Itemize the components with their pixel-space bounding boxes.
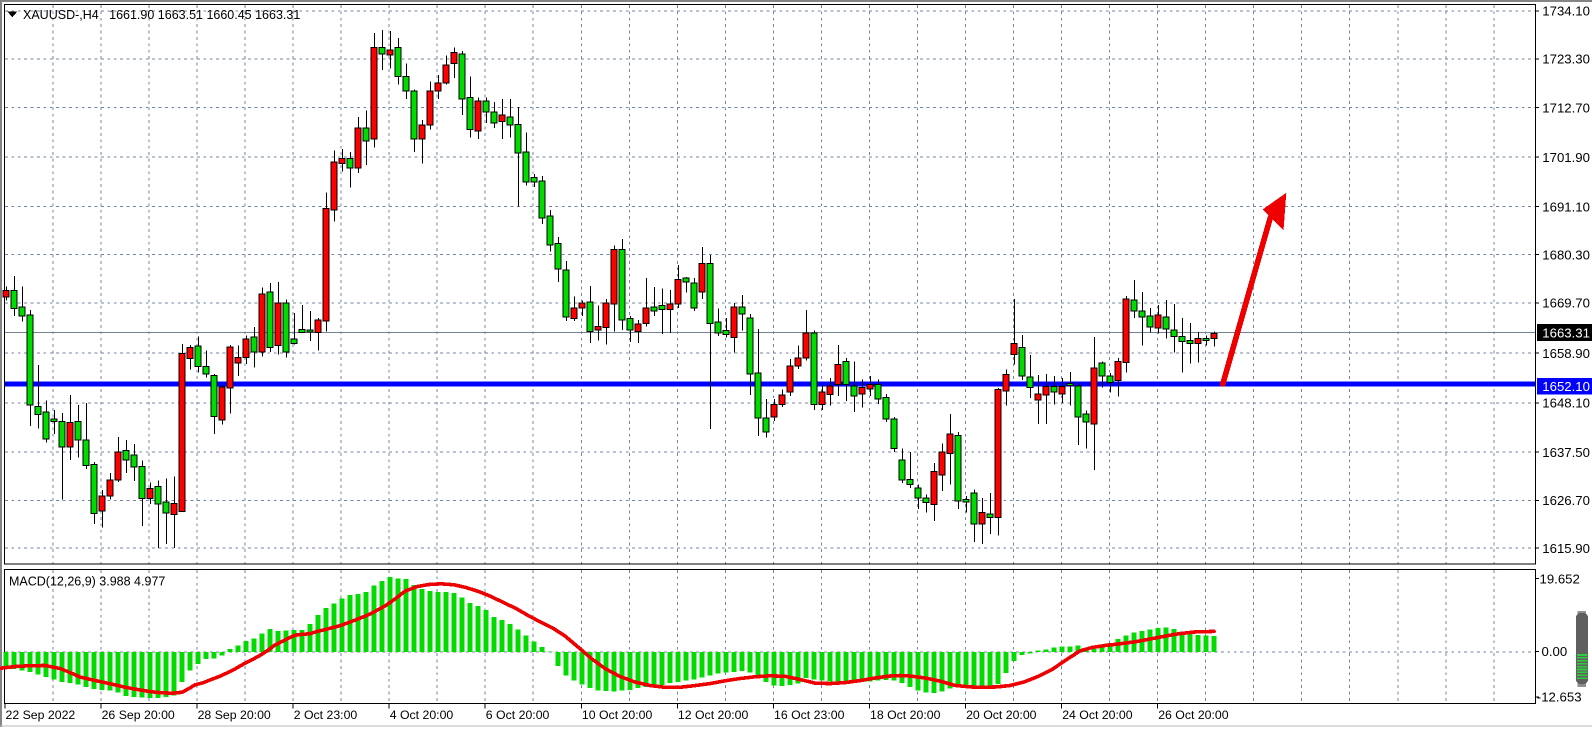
svg-text:1637.50: 1637.50 xyxy=(1542,445,1590,460)
svg-text:1691.10: 1691.10 xyxy=(1542,199,1590,214)
svg-text:1723.30: 1723.30 xyxy=(1542,52,1590,67)
svg-text:12 Oct 20:00: 12 Oct 20:00 xyxy=(678,708,749,722)
svg-text:22 Sep 2022: 22 Sep 2022 xyxy=(6,708,76,722)
svg-text:1663.31: 1663.31 xyxy=(1542,325,1590,340)
svg-text:26 Oct 20:00: 26 Oct 20:00 xyxy=(1158,708,1229,722)
svg-text:0.00: 0.00 xyxy=(1542,644,1568,659)
svg-text:1712.70: 1712.70 xyxy=(1542,100,1590,115)
svg-text:MACD(12,26,9) 3.988 4.977: MACD(12,26,9) 3.988 4.977 xyxy=(9,575,165,589)
svg-text:-12.653: -12.653 xyxy=(1537,690,1582,705)
svg-text:6 Oct 20:00: 6 Oct 20:00 xyxy=(486,708,550,722)
svg-text:26 Sep 20:00: 26 Sep 20:00 xyxy=(102,708,175,722)
svg-text:16 Oct 23:00: 16 Oct 23:00 xyxy=(774,708,845,722)
svg-text:1648.10: 1648.10 xyxy=(1542,396,1590,411)
svg-text:1734.10: 1734.10 xyxy=(1542,4,1590,19)
svg-text:2 Oct 23:00: 2 Oct 23:00 xyxy=(294,708,358,722)
svg-text:24 Oct 20:00: 24 Oct 20:00 xyxy=(1062,708,1133,722)
svg-text:1658.90: 1658.90 xyxy=(1542,346,1590,361)
svg-text:1626.70: 1626.70 xyxy=(1542,493,1590,508)
svg-text:1669.70: 1669.70 xyxy=(1542,296,1590,311)
svg-text:1615.90: 1615.90 xyxy=(1542,541,1590,556)
svg-text:4 Oct 20:00: 4 Oct 20:00 xyxy=(390,708,454,722)
svg-text:1680.30: 1680.30 xyxy=(1542,248,1590,263)
svg-text:1701.90: 1701.90 xyxy=(1542,150,1590,165)
svg-text:1652.10: 1652.10 xyxy=(1542,379,1590,394)
svg-text:18 Oct 20:00: 18 Oct 20:00 xyxy=(870,708,941,722)
svg-text:19.652: 19.652 xyxy=(1540,571,1580,586)
svg-text:28 Sep 20:00: 28 Sep 20:00 xyxy=(198,708,271,722)
svg-text:20 Oct 20:00: 20 Oct 20:00 xyxy=(966,708,1037,722)
svg-text:10 Oct 20:00: 10 Oct 20:00 xyxy=(582,708,653,722)
svg-text:XAUUSD-,H4 1661.90 1663.51 1: XAUUSD-,H4 1661.90 1663.51 1660.45 1663.… xyxy=(23,8,300,22)
